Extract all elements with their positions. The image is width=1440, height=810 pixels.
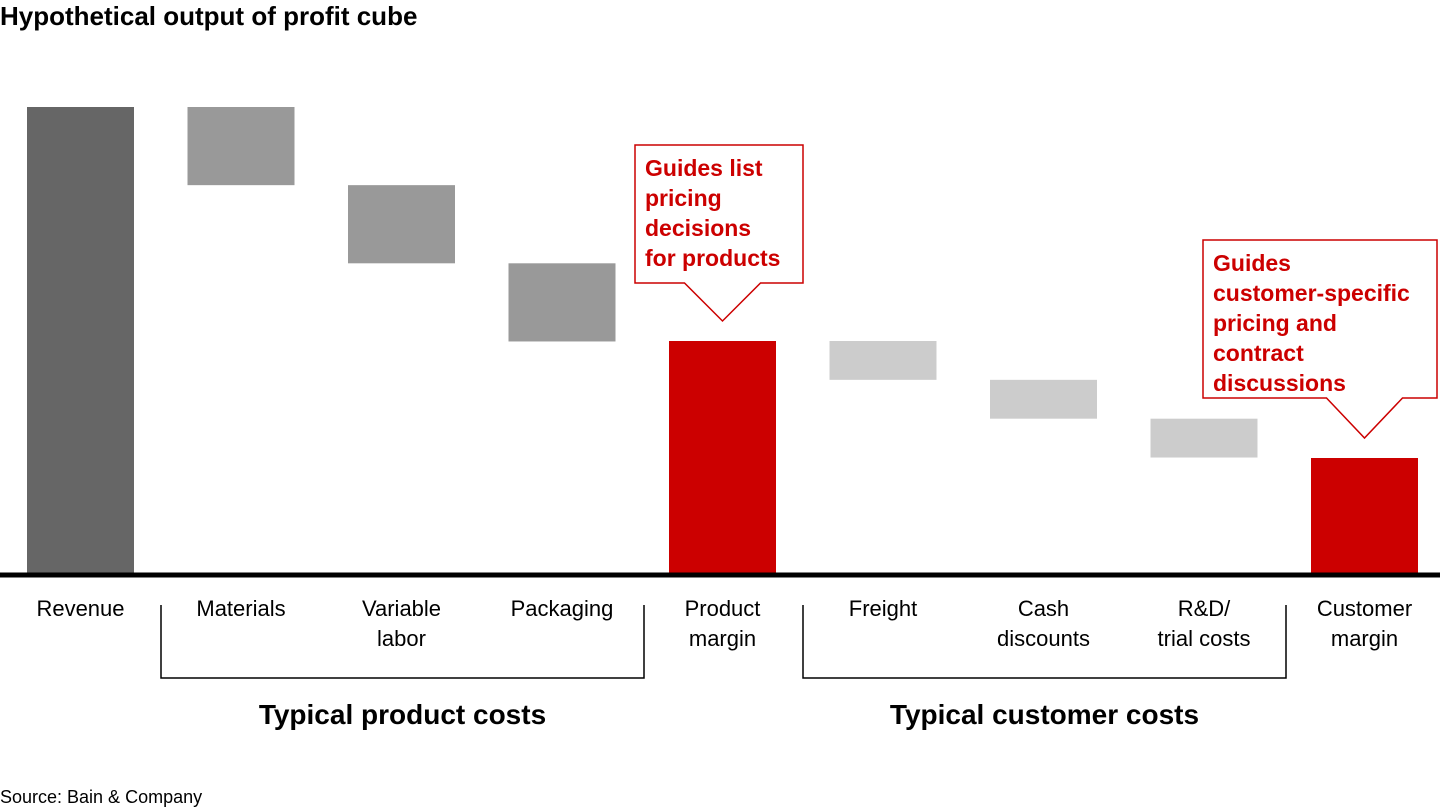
bar-6 [990, 379, 1097, 419]
category-label-line: R&D/ [1178, 596, 1231, 621]
callout-text: Guides customer-specific pricing and contra… [1213, 250, 1410, 396]
category-label-line: Packaging [511, 596, 614, 621]
category-label-line: Freight [849, 596, 917, 621]
callout-line: contract [1213, 340, 1304, 366]
category-label-line: Revenue [36, 596, 124, 621]
callout-box [634, 144, 804, 323]
callout-box [1202, 239, 1438, 440]
category-label-line: labor [377, 626, 426, 651]
category-label: Packaging [511, 596, 614, 621]
category-label: Freight [849, 596, 917, 621]
group-bracket [160, 605, 645, 679]
category-label: Materials [196, 596, 285, 621]
category-label-line: trial costs [1158, 626, 1251, 651]
bar-2 [348, 185, 455, 264]
bar-8 [1311, 458, 1418, 575]
category-label: Revenue [36, 596, 124, 621]
callout-line: for products [645, 245, 780, 271]
category-label-line: discounts [997, 626, 1090, 651]
callouts: Guides list pricing decisions for products G… [634, 144, 1438, 440]
callout-line: pricing and [1213, 310, 1337, 336]
category-label: Cash discounts [997, 596, 1090, 651]
category-label-line: margin [689, 626, 756, 651]
callout-line: discussions [1213, 370, 1346, 396]
category-label: Product margin [685, 596, 761, 651]
category-label-line: Materials [196, 596, 285, 621]
callout-line: Guides list [645, 155, 763, 181]
category-label: Customer margin [1317, 596, 1412, 651]
bar-4 [669, 341, 776, 575]
category-label-line: Customer [1317, 596, 1412, 621]
callout-line: Guides [1213, 250, 1291, 276]
category-label: Variable labor [362, 596, 441, 651]
category-label-line: margin [1331, 626, 1398, 651]
callout-line: decisions [645, 215, 751, 241]
bar-3 [508, 263, 616, 342]
category-label-line: Cash [1018, 596, 1069, 621]
group-brackets: Typical product costs Typical customer co… [160, 605, 1287, 730]
category-label-line: Variable [362, 596, 441, 621]
category-label: R&D/trial costs [1158, 596, 1251, 651]
bar-7 [1150, 418, 1258, 458]
category-label-line: Product [685, 596, 761, 621]
source-note: Source: Bain & Company [0, 787, 202, 807]
group-label: Typical customer costs [890, 699, 1199, 730]
bar-0 [27, 107, 134, 575]
group-bracket [802, 605, 1287, 679]
category-labels: Revenue Materials Variable labor Packaging Pr… [36, 596, 1412, 651]
callout-text: Guides list pricing decisions for products [645, 155, 780, 271]
chart-title: Hypothetical output of profit cube [0, 1, 417, 31]
bars [27, 107, 1418, 575]
bar-5 [829, 341, 937, 380]
callout-line: customer-specific [1213, 280, 1410, 306]
bar-1 [187, 107, 295, 186]
group-label: Typical product costs [259, 699, 546, 730]
callout-line: pricing [645, 185, 722, 211]
